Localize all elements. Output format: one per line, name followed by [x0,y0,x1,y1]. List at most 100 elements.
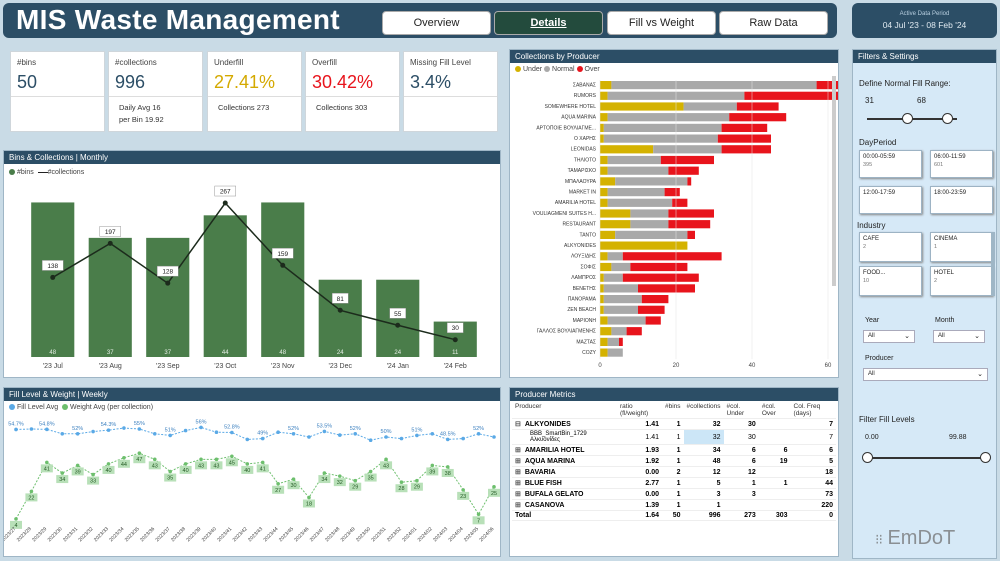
year-select[interactable]: All ⌄ [863,330,915,343]
under-bar [600,123,604,132]
weight-point [384,457,388,462]
producer-tick-label: ΤΑΝΤΟ [580,232,597,238]
dayperiod-tile[interactable]: 12:00-17:59 [859,186,922,214]
collections-label-box [272,248,294,259]
week-tick-label: 2023/27 [4,526,18,543]
under-bar [600,316,608,325]
active-period: Active Data Period 04 Jul '23 - 08 Feb '… [852,3,997,38]
producer-name: BBB_SmartBin_1729 Αλκυονίδες [530,431,587,443]
column-header[interactable]: #collections [683,402,724,419]
industry-tile[interactable]: FOOD... 10 [859,266,922,296]
expand-icon[interactable]: ⊞ [515,480,521,487]
normal-bar [603,123,722,132]
fill-level-point [415,433,419,438]
column-header[interactable]: Col. Freq (days) [790,402,836,419]
normal-bar [611,327,627,336]
range-max-value[interactable]: 68 [917,96,926,105]
under-legend-icon [515,66,521,73]
table-row[interactable]: ⊞ CASANOVA 1.39 1 1 220 [512,499,836,511]
expand-icon[interactable]: ⊞ [515,447,521,454]
tab-raw-data[interactable]: Raw Data [719,11,828,35]
range-max-handle[interactable] [942,113,953,124]
fill-min-value[interactable]: 0.00 [865,434,879,441]
table-row[interactable]: ⊞ AMARILIA HOTEL 1.93 1 34 6 6 6 [512,444,836,456]
column-header[interactable]: #col. Under [723,402,759,419]
table-row[interactable]: ⊟ ALKYONIDES 1.41 1 32 30 7 [512,418,836,430]
industry-label: Industry [857,221,886,230]
collections-legend-label: #collections [47,169,85,176]
fill-max-handle[interactable] [980,452,991,463]
fill-level-point [230,430,234,435]
under-bar [600,284,604,293]
producer-cell: ⊞ CASANOVA [512,499,617,511]
kpi-sub2: per Bin 19.92 [119,115,164,124]
producer-tick-label: ΜΠΑΛΑΟΥΡΑ [565,179,597,185]
over-bar [721,145,771,154]
table-row[interactable]: ⊞ BLUE FISH 2.77 1 5 1 1 44 [512,477,836,489]
column-header[interactable]: #col. Over [758,402,791,419]
weight-point [91,472,95,477]
fill-level-data-label: 49% [257,431,268,437]
under-bar [600,102,684,111]
weight-label-box [210,461,223,470]
weight-label-box [56,475,69,484]
table-row[interactable]: ⊞ AQUA MARINA 1.92 1 48 6 19 5 [512,455,836,467]
expand-icon[interactable]: ⊟ [515,421,521,428]
industry-count: 1 [934,244,938,250]
dayperiod-tile[interactable]: 06:00-11:59 601 [930,150,993,178]
coll-cell: 34 [683,444,724,456]
expand-icon[interactable]: ⊞ [515,491,521,498]
fill-level-data-label: 52% [288,426,299,432]
normal-bar [615,230,688,239]
column-header[interactable]: #bins [661,402,684,419]
producer-select[interactable]: All ⌄ [863,368,988,381]
expand-icon[interactable]: ⊞ [515,458,521,465]
tab-details[interactable]: Details [494,11,603,35]
range-min-value[interactable]: 31 [865,96,874,105]
fill-min-handle[interactable] [862,452,873,463]
column-header[interactable]: ratio (fl/weight) [617,402,662,419]
industry-tile[interactable]: CINEMA 1 [930,232,993,262]
weight-label-box [10,520,22,529]
under-bar [600,145,654,154]
collections-point [222,200,228,206]
dayperiod-tile[interactable]: 00:00-05:59 395 [859,150,922,178]
x-tick-label: 0 [598,363,602,369]
week-tick-label: 2023/37 [155,526,172,543]
expand-icon[interactable]: ⊞ [515,469,521,476]
bins-bar [203,215,247,357]
normal-bar [611,262,631,272]
kpi-value: 996 [115,72,146,92]
producer-cell: ⊞ AQUA MARINA [512,455,617,467]
industry-scrollbar[interactable] [991,232,995,296]
fill-level-point [106,428,111,432]
table-row[interactable]: ⊞ BAVARIA 0.00 2 12 12 18 [512,466,836,478]
tab-overview[interactable]: Overview [382,11,491,35]
tab-fill-vs-weight[interactable]: Fill vs Weight [607,11,716,35]
normal-bar [607,337,619,346]
dayperiod-count: 395 [863,162,873,168]
collections-legend-icon [37,171,48,173]
producer-tick-label: ΠΑΝΟΡΑΜΑ [568,297,597,303]
app-title: MIS Waste Management [16,4,340,35]
ratio-cell: 1.41 [617,418,662,430]
range-min-handle[interactable] [902,113,913,124]
industry-tile[interactable]: CAFE 2 [859,232,922,262]
bins-bar [88,237,132,357]
bins-legend-icon [9,169,15,176]
kpi-separator [404,96,497,97]
bins-data-label: 37 [164,350,171,356]
industry-tile[interactable]: HOTEL 2 [930,266,993,296]
collections-label-box [99,226,121,237]
month-select[interactable]: All ⌄ [933,330,985,343]
column-header[interactable]: Producer [512,402,617,419]
weight-data-label: 23 [460,494,466,500]
under-bar [600,348,608,357]
fill-max-value[interactable]: 99.88 [949,434,967,441]
expand-icon[interactable]: ⊞ [515,502,521,509]
over-bar [668,166,699,175]
fill-level-point [307,435,311,439]
table-row[interactable]: ⊞ BUFALA GELATO 0.00 1 3 3 73 [512,488,836,500]
dayperiod-tile[interactable]: 18:00-23:59 [930,186,993,214]
table-row[interactable]: BBB_SmartBin_1729 Αλκυονίδες 1.41 1 32 30 7 [512,429,836,445]
